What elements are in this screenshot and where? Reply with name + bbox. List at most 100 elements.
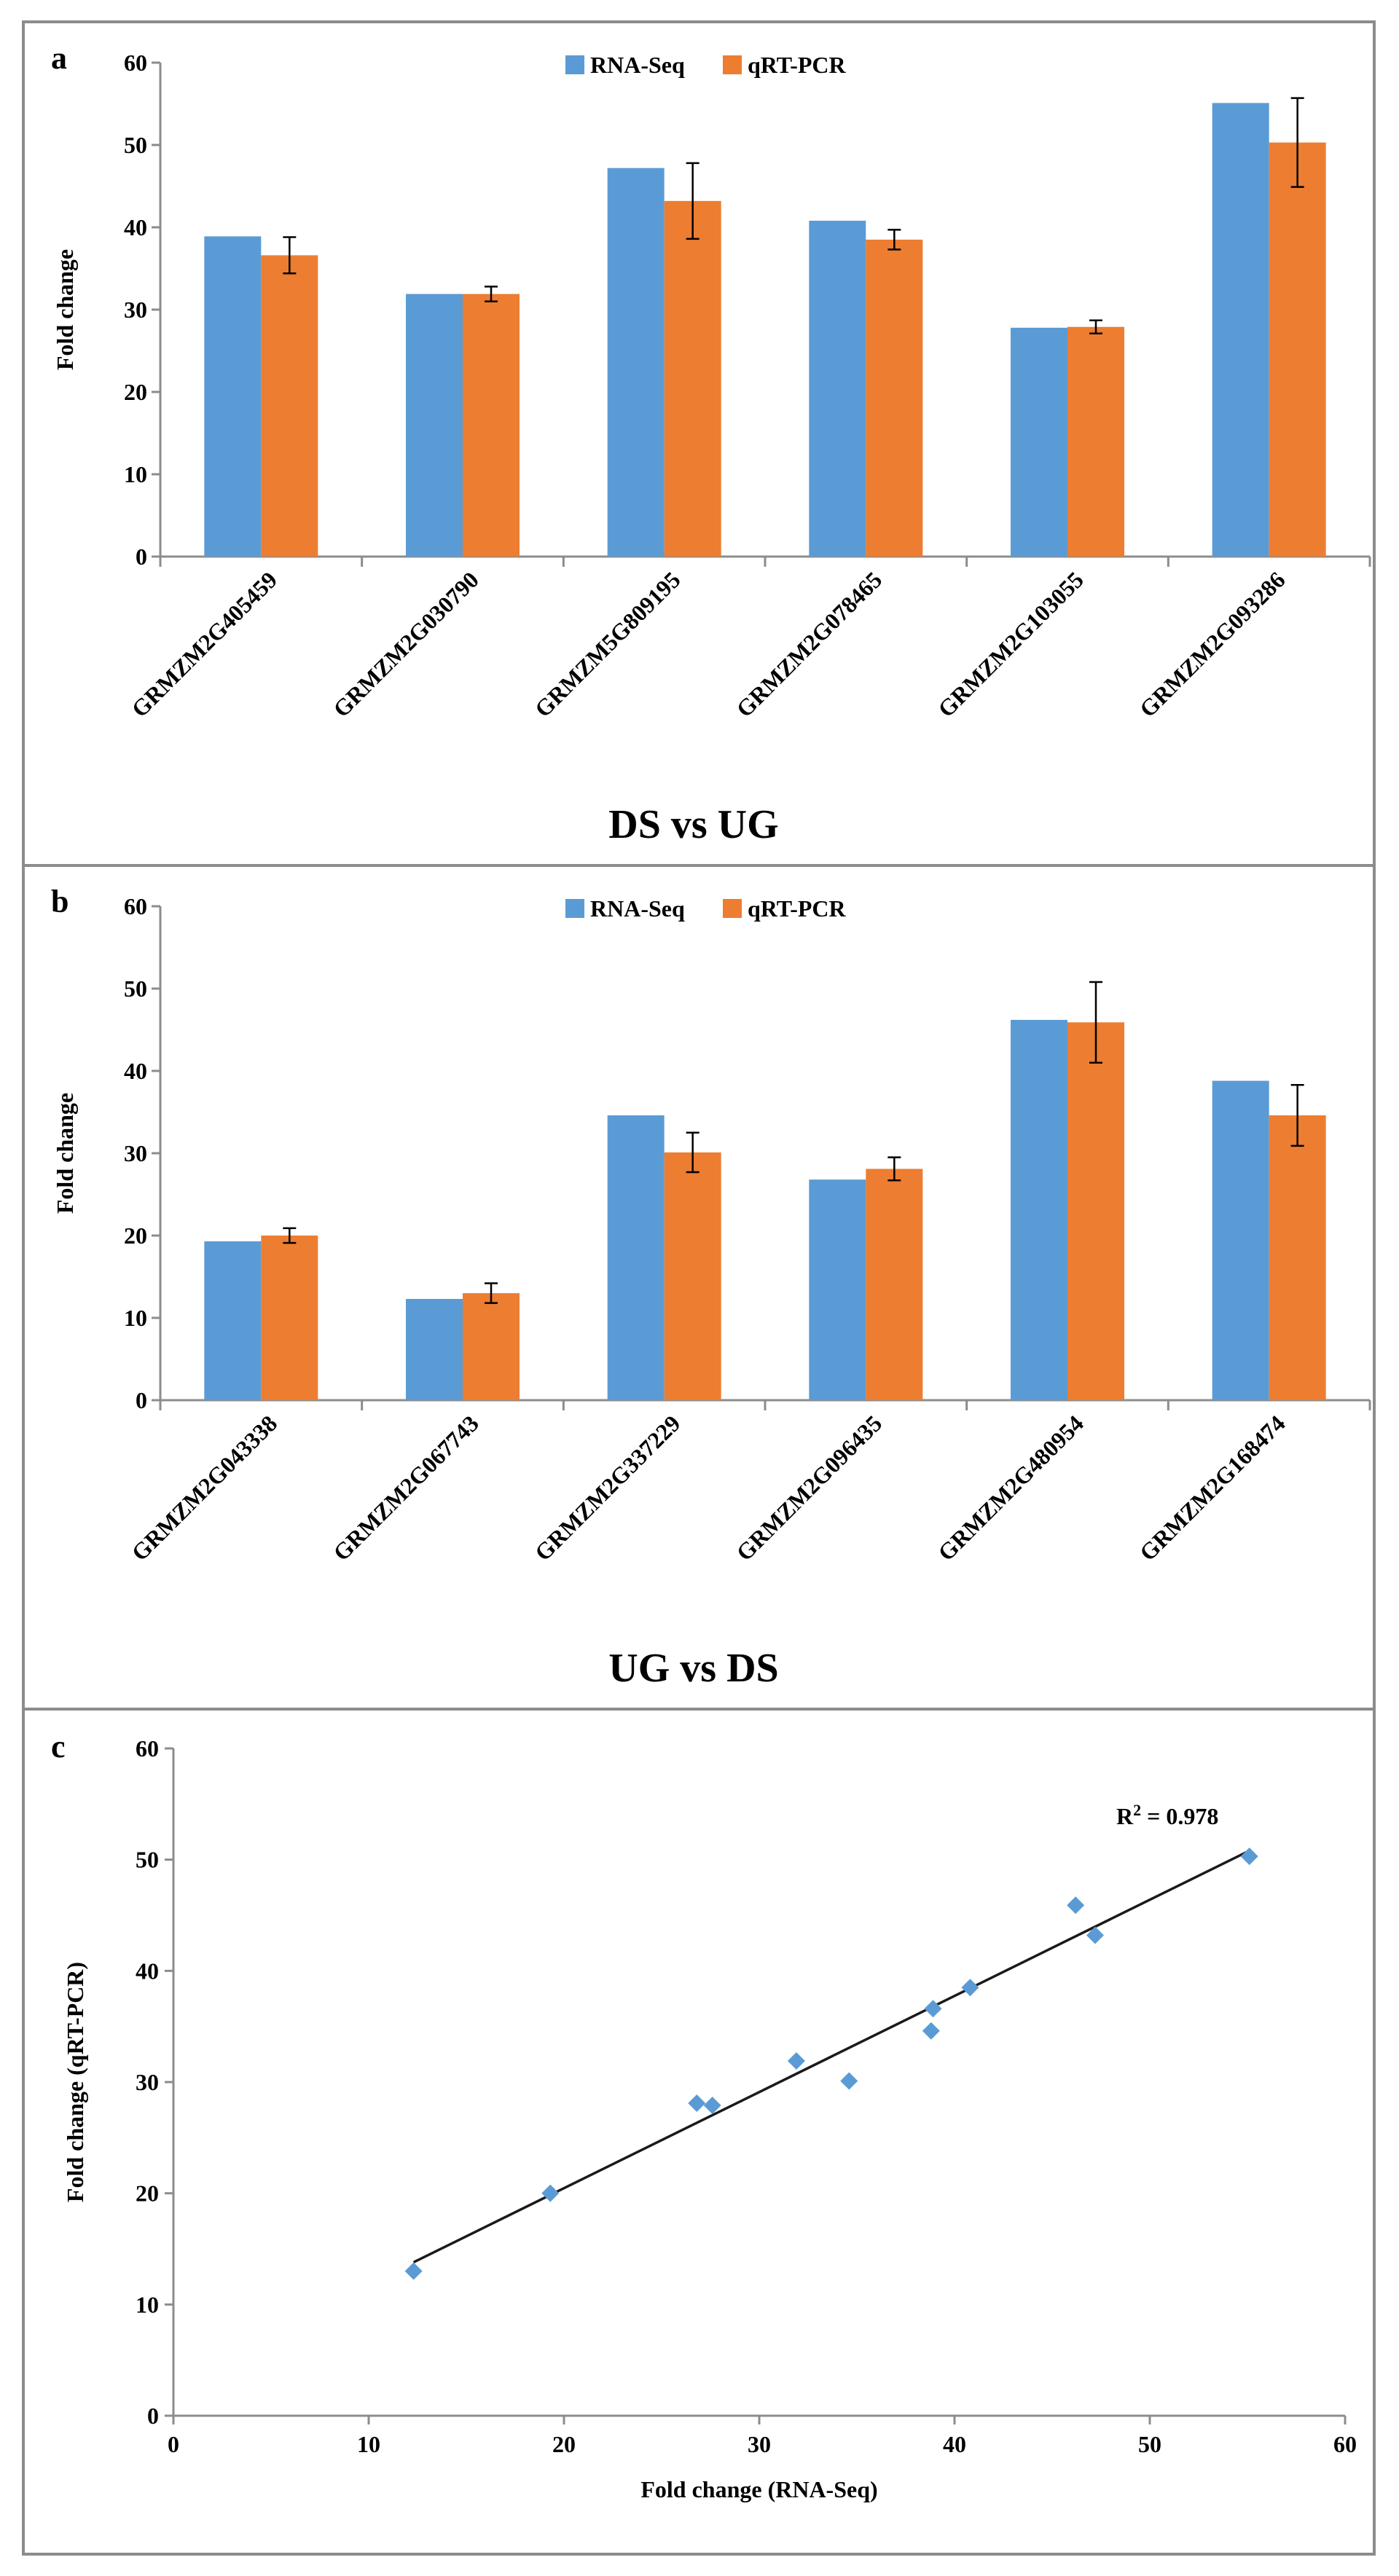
scatter-point: [1086, 1926, 1104, 1944]
y-tick-label: 50: [124, 975, 147, 1002]
bar-rna-seq: [1212, 1080, 1269, 1400]
panel-b: b Fold change 0 10 20 30 40 50 60 GRMZM2G043338 GR…: [22, 864, 1376, 1711]
bar-rna-seq: [607, 1115, 665, 1400]
y-tick-label: 10: [124, 1305, 147, 1331]
y-tick-label: 10: [136, 2291, 159, 2317]
y-axis-label: Fold change: [52, 249, 78, 370]
y-tick-label: 30: [124, 297, 147, 323]
y-tick-label: 50: [124, 132, 147, 158]
bar-qrt-pcr: [664, 1152, 721, 1400]
panel-label: b: [51, 884, 68, 919]
x-tick-label: 30: [748, 2431, 771, 2457]
x-tick-label: GRMZM2G480954: [933, 1410, 1089, 1566]
x-tick-label: GRMZM2G030790: [328, 566, 484, 722]
x-tick-label: GRMZM2G103055: [933, 566, 1089, 722]
legend-swatch: [565, 899, 584, 918]
bar-rna-seq: [204, 1241, 262, 1400]
x-tick-label: 20: [552, 2431, 576, 2457]
legend-label: qRT-PCR: [748, 52, 847, 78]
scatter-point: [922, 2022, 940, 2040]
chart-title: UG vs DS: [608, 1646, 778, 1691]
x-tick-label: GRMZM2G067743: [328, 1410, 484, 1566]
bar-rna-seq: [1011, 1019, 1067, 1400]
legend-label: qRT-PCR: [748, 895, 847, 922]
y-tick-label: 60: [124, 50, 147, 76]
y-tick-label: 30: [136, 2069, 159, 2095]
legend-swatch: [565, 55, 584, 74]
y-tick-label: 60: [124, 893, 147, 919]
legend-label: RNA-Seq: [590, 52, 685, 78]
bar-qrt-pcr: [866, 1169, 923, 1400]
x-tick-label: 40: [943, 2431, 966, 2457]
panel-label: a: [51, 40, 67, 76]
x-tick-label: GRMZM2G405459: [126, 566, 282, 722]
panel-a: a Fold change 0 10 20 30 40 50 60 GRMZM2G405459 GR…: [22, 20, 1376, 867]
y-tick-label: 20: [124, 379, 147, 405]
bar-qrt-pcr: [1269, 142, 1326, 557]
bar-rna-seq: [1011, 327, 1067, 557]
bar-qrt-pcr: [1067, 1022, 1124, 1400]
scatter-point: [404, 2262, 423, 2280]
chart-a: a Fold change 0 10 20 30 40 50 60 GRMZM2G405459 GR…: [51, 40, 1371, 847]
y-tick-label: 40: [136, 1957, 159, 1984]
scatter-point: [961, 1979, 979, 1997]
y-tick-label: 40: [124, 1058, 147, 1084]
y-tick-label: 40: [124, 214, 147, 240]
x-tick-label: 60: [1333, 2431, 1357, 2457]
y-tick-label: 20: [124, 1222, 147, 1249]
x-axis-label: Fold change (RNA-Seq): [640, 2476, 877, 2502]
y-tick-label: 0: [136, 543, 147, 570]
x-tick-label: GRMZM2G078465: [731, 566, 887, 722]
bar-rna-seq: [809, 220, 866, 557]
y-axis-label: Fold change: [52, 1093, 78, 1214]
y-tick-label: 60: [136, 1735, 159, 1762]
y-tick-label: 20: [136, 2180, 159, 2207]
bar-qrt-pcr: [261, 255, 318, 557]
bar-qrt-pcr: [1067, 326, 1124, 557]
bar-rna-seq: [406, 1299, 463, 1400]
bar-qrt-pcr: [664, 200, 721, 557]
x-tick-label: 50: [1138, 2431, 1161, 2457]
legend-swatch: [723, 55, 742, 74]
bar-qrt-pcr: [1269, 1115, 1326, 1400]
bar-rna-seq: [406, 294, 463, 557]
bar-qrt-pcr: [261, 1236, 318, 1400]
y-tick-label: 0: [136, 1387, 147, 1413]
x-tick-label: 10: [357, 2431, 380, 2457]
r-squared-label: R2 = 0.978: [1116, 1801, 1218, 1829]
x-tick-label: GRMZM5G809195: [530, 566, 686, 722]
x-tick-label: GRMZM2G093286: [1135, 566, 1290, 722]
chart-title: DS vs UG: [608, 802, 778, 847]
x-tick-label: GRMZM2G168474: [1135, 1410, 1290, 1566]
scatter-point: [787, 2051, 805, 2070]
y-tick-label: 50: [136, 1847, 159, 1873]
legend-swatch: [723, 899, 742, 918]
chart-c: c 0 10 20 30 40 50 60 0 10 20 30 40 50 60 Fold change (…: [51, 1729, 1357, 2502]
x-tick-label: GRMZM2G043338: [126, 1410, 282, 1566]
x-tick-label: GRMZM2G337229: [530, 1410, 686, 1566]
y-tick-label: 10: [124, 461, 147, 487]
y-tick-label: 0: [147, 2403, 159, 2429]
bar-rna-seq: [809, 1179, 866, 1400]
scatter-point: [924, 2000, 942, 2018]
scatter-point: [840, 2072, 858, 2090]
bar-qrt-pcr: [463, 1293, 520, 1400]
scatter-point: [1240, 1847, 1258, 1866]
panel-c: c 0 10 20 30 40 50 60 0 10 20 30 40 50 60 Fold change (…: [22, 1708, 1376, 2556]
trendline: [412, 1849, 1250, 2263]
y-axis-label: Fold change (qRT-PCR): [62, 1962, 88, 2202]
scatter-point: [688, 2094, 706, 2113]
chart-b: b Fold change 0 10 20 30 40 50 60 GRMZM2G043338 GR…: [51, 884, 1371, 1691]
bar-rna-seq: [204, 236, 262, 557]
bar-rna-seq: [607, 168, 665, 557]
bar-qrt-pcr: [866, 239, 923, 557]
y-tick-label: 30: [124, 1140, 147, 1166]
bar-rna-seq: [1212, 103, 1269, 557]
scatter-point: [541, 2184, 560, 2202]
legend-label: RNA-Seq: [590, 895, 685, 922]
panel-label: c: [51, 1729, 66, 1764]
bar-qrt-pcr: [463, 294, 520, 557]
x-tick-label: GRMZM2G096435: [731, 1410, 887, 1566]
scatter-point: [1067, 1896, 1085, 1915]
scatter-point: [703, 2097, 721, 2115]
